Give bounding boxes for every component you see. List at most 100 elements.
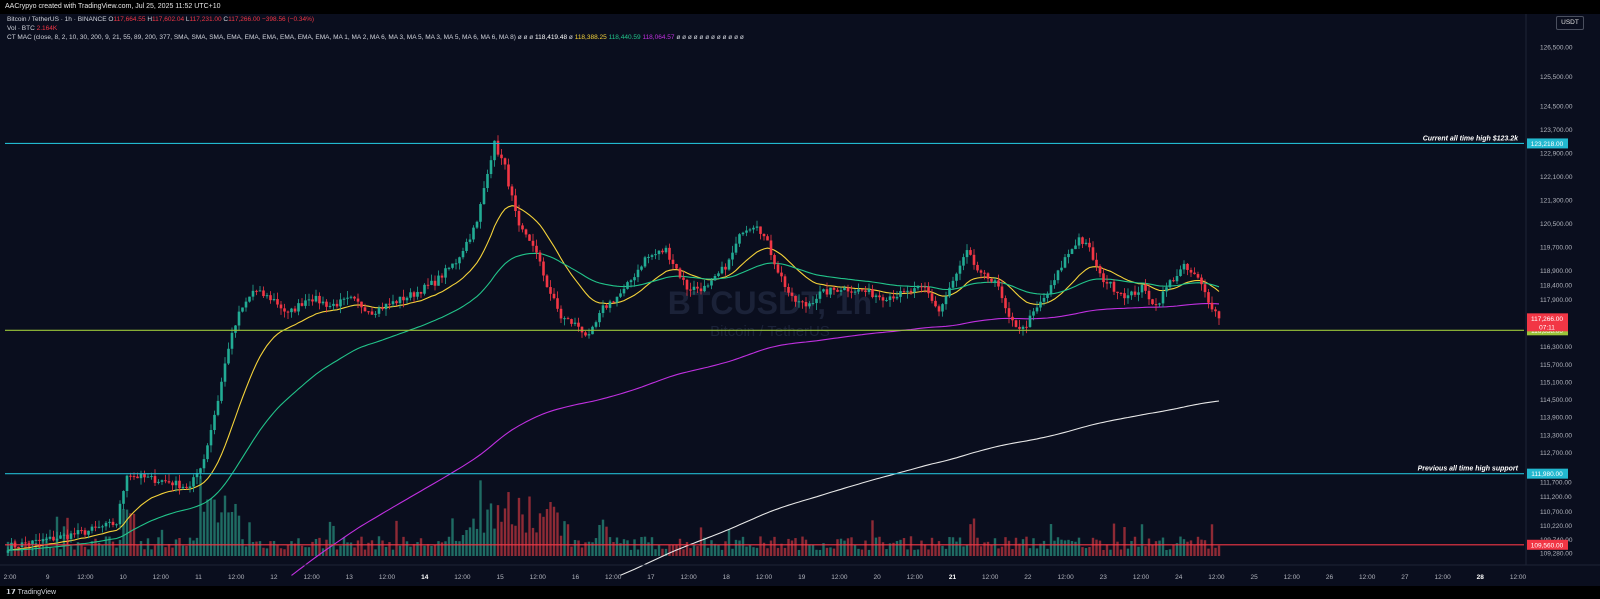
candle-body — [752, 227, 755, 230]
candle-body — [906, 290, 909, 292]
candle-body — [874, 295, 878, 298]
chart-area[interactable]: BTCUSDT, 1h Bitcoin / TetherUS Current all… — [0, 14, 1600, 586]
candle-body — [223, 363, 227, 382]
candle-body — [605, 305, 608, 308]
candle-body — [570, 319, 573, 324]
candle-body — [1158, 303, 1161, 305]
time-tick-label: 10 — [119, 574, 127, 581]
volume-bar — [563, 521, 566, 556]
volume-bar — [878, 536, 881, 556]
volume-bar — [1004, 537, 1007, 556]
volume-bar — [1196, 536, 1200, 556]
candle-body — [1063, 257, 1067, 268]
volume-bar — [965, 545, 969, 556]
candle-body — [962, 257, 965, 266]
time-tick-label: 20 — [873, 574, 881, 581]
volume-bar — [286, 544, 290, 556]
candle-body — [297, 303, 300, 312]
candle-body — [384, 303, 388, 310]
volume-bar — [1193, 545, 1196, 556]
candle-body — [1004, 298, 1007, 309]
volume-bar — [927, 549, 930, 556]
candle-body — [101, 526, 104, 528]
candle-body — [293, 308, 297, 312]
volume-bar — [395, 520, 398, 556]
volume-bar — [738, 540, 741, 556]
volume-bar — [90, 541, 94, 556]
volume-bar — [619, 543, 622, 556]
volume-bar — [272, 540, 276, 556]
volume-bar — [549, 502, 552, 556]
volume-bar — [150, 549, 153, 556]
volume-bar — [528, 496, 531, 556]
volume-bar — [209, 498, 213, 556]
volume-bar — [1186, 541, 1189, 556]
candle-body — [62, 534, 66, 536]
candle-body — [402, 296, 405, 301]
time-tick-label: 22 — [1024, 574, 1032, 581]
candle-body — [1179, 269, 1182, 277]
candle-body — [528, 234, 531, 241]
volume-bar — [332, 525, 335, 556]
volume-bar — [290, 541, 293, 556]
volume-bar — [216, 522, 220, 556]
candle-body — [363, 307, 367, 312]
time-tick-label: 21 — [949, 574, 957, 581]
last-price-countdown: 07:11 — [1539, 324, 1555, 331]
volume-bar — [531, 527, 535, 556]
candle-body — [426, 284, 430, 286]
volume-bar — [398, 545, 402, 556]
candle-body — [349, 296, 353, 298]
volume-bar — [934, 545, 937, 556]
volume-bar — [472, 518, 475, 556]
volume-bar — [367, 542, 370, 556]
currency-button[interactable]: USDT — [1556, 16, 1584, 30]
candle-body — [657, 250, 661, 255]
candle-body — [412, 292, 416, 297]
candle-body — [878, 295, 881, 298]
time-tick-label: 12:00 — [1133, 574, 1150, 581]
time-tick-label: 12:00 — [454, 574, 471, 581]
volume-bar — [1172, 545, 1175, 556]
candle-body — [48, 536, 52, 539]
candle-body — [615, 296, 619, 303]
candle-body — [762, 233, 766, 237]
candle-body — [815, 298, 818, 304]
candle-body — [202, 459, 206, 469]
legend-low: 117,231.00 — [189, 16, 222, 23]
volume-bar — [230, 511, 234, 556]
volume-bar — [451, 518, 454, 556]
volume-bar — [405, 541, 409, 556]
price-tick-label: 125,500.00 — [1540, 74, 1573, 81]
candle-body — [1088, 242, 1091, 248]
candle-body — [668, 247, 671, 260]
candle-body — [360, 301, 363, 308]
candle-body — [1046, 293, 1049, 298]
volume-bar — [458, 541, 461, 556]
candle-body — [965, 250, 969, 258]
legend-mac-label: CT MAC (close, 8, 2, 10, 30, 200, 9, 21,… — [7, 34, 534, 41]
volume-bar — [923, 544, 927, 556]
volume-bar — [811, 544, 815, 556]
candle-body — [1133, 291, 1137, 295]
volume-bar — [815, 549, 818, 556]
candle-body — [430, 280, 433, 285]
volume-bar — [626, 540, 629, 556]
volume-bar — [195, 537, 199, 556]
candle-body — [983, 272, 986, 274]
volume-bar — [76, 542, 80, 556]
candle-body — [472, 227, 475, 240]
candle-body — [423, 284, 426, 294]
watermark-name: Bitcoin / TetherUS — [710, 323, 830, 340]
candle-body — [808, 303, 811, 307]
candle-body — [27, 543, 31, 545]
candle-body — [636, 269, 640, 278]
candle-body — [1116, 291, 1119, 293]
candle-body — [185, 486, 188, 488]
volume-bar — [192, 540, 195, 556]
candle-body — [160, 480, 164, 482]
volume-bar — [262, 547, 265, 556]
volume-bar — [689, 548, 692, 556]
time-tick-label: 12:00 — [303, 574, 320, 581]
